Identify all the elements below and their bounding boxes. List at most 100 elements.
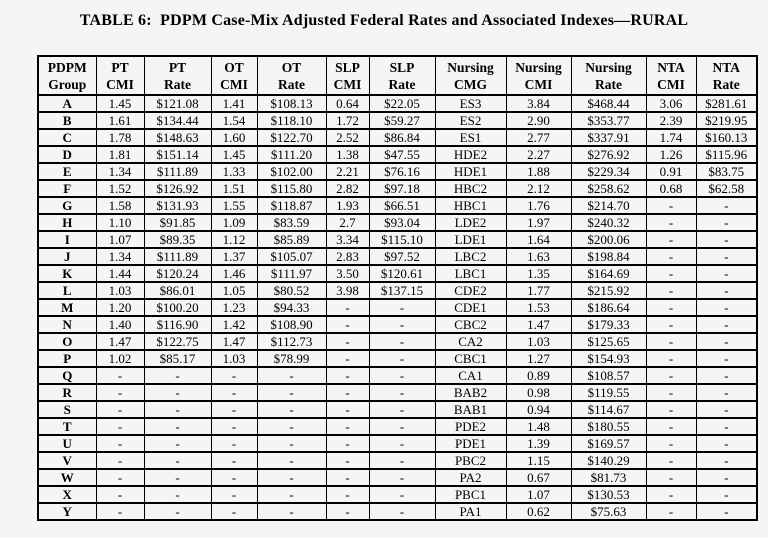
table-cell: $180.55	[570, 417, 647, 436]
table-cell: -	[695, 349, 758, 368]
table-cell: ES2	[434, 111, 507, 130]
table-cell: $85.89	[256, 230, 327, 249]
table-cell: -	[695, 451, 758, 470]
table-cell: $125.65	[570, 332, 647, 351]
table-cell: -	[695, 264, 758, 283]
table-cell: $97.18	[368, 179, 436, 198]
column-header: Nursing CMG	[434, 55, 507, 96]
table-cell: -	[210, 434, 258, 453]
table-cell: $179.33	[570, 315, 647, 334]
table-cell: $258.62	[570, 179, 647, 198]
table-cell: -	[325, 451, 370, 470]
table-cell: 0.64	[325, 94, 370, 113]
pdpm-rates-table: PDPM Group PT CMI PT Rate OT CMI OT Rate SLP CMI SLP…	[37, 55, 758, 521]
table-cell: 1.54	[210, 111, 258, 130]
table-cell: 0.68	[645, 179, 697, 198]
table-cell: ES3	[434, 94, 507, 113]
row-group-label: J	[37, 247, 97, 266]
table-cell: 1.20	[95, 298, 145, 317]
table-cell: -	[645, 264, 697, 283]
table-cell: 1.15	[505, 451, 572, 470]
table-cell: $85.17	[143, 349, 212, 368]
table-cell: $140.29	[570, 451, 647, 470]
table-row: R - - - - - - BAB2 0.98 $119.55- -	[37, 383, 758, 402]
table-cell: -	[368, 468, 436, 487]
table-cell: CBC1	[434, 349, 507, 368]
table-cell: -	[645, 502, 697, 521]
table-cell: $121.08	[143, 94, 212, 113]
table-cell: 1.42	[210, 315, 258, 334]
table-cell: 1.03	[95, 281, 145, 300]
table-cell: -	[368, 400, 436, 419]
table-cell: $108.13	[256, 94, 327, 113]
row-group-label: C	[37, 128, 97, 147]
table-cell: $111.97	[256, 264, 327, 283]
table-cell: -	[368, 332, 436, 351]
table-cell: $91.85	[143, 213, 212, 232]
table-cell: 1.33	[210, 162, 258, 181]
table-cell: 2.82	[325, 179, 370, 198]
table-cell: -	[210, 468, 258, 487]
row-group-label: H	[37, 213, 97, 232]
table-cell: -	[325, 434, 370, 453]
table-row: U - - - - - - PDE1 1.39 $169.57- -	[37, 434, 758, 453]
table-row: E 1.34 $111.89 1.33 $102.00 2.21 $76.16 HDE1 1.8…	[37, 162, 758, 181]
table-cell: 0.98	[505, 383, 572, 402]
table-cell: -	[645, 451, 697, 470]
row-group-label: W	[37, 468, 97, 487]
header-row: PDPM Group PT CMI PT Rate OT CMI OT Rate SLP CMI SLP…	[37, 55, 758, 96]
table-cell: -	[695, 196, 758, 215]
table-cell: $76.16	[368, 162, 436, 181]
table-cell: 1.39	[505, 434, 572, 453]
table-cell: -	[143, 434, 212, 453]
table-cell: -	[256, 434, 327, 453]
table-row: M 1.20 $100.20 1.23 $94.33- - CDE1 1.53 $186.64-…	[37, 298, 758, 317]
table-cell: -	[95, 434, 145, 453]
table-cell: CDE1	[434, 298, 507, 317]
table-cell: 1.60	[210, 128, 258, 147]
table-cell: 1.12	[210, 230, 258, 249]
table-cell: 1.88	[505, 162, 572, 181]
table-cell: 1.02	[95, 349, 145, 368]
table-row: Q - - - - - - CA1 0.89 $108.57- -	[37, 366, 758, 385]
table-cell: -	[645, 332, 697, 351]
table-cell: -	[645, 247, 697, 266]
table-cell: $111.20	[256, 145, 327, 164]
column-header: NTA CMI	[645, 55, 697, 96]
row-group-label: S	[37, 400, 97, 419]
table-cell: $86.84	[368, 128, 436, 147]
table-cell: 1.40	[95, 315, 145, 334]
table-cell: -	[143, 417, 212, 436]
table-cell: 1.47	[505, 315, 572, 334]
table-cell: $122.70	[256, 128, 327, 147]
table-cell: CBC2	[434, 315, 507, 334]
table-cell: $276.92	[570, 145, 647, 164]
table-cell: 2.52	[325, 128, 370, 147]
row-group-label: A	[37, 94, 97, 113]
table-cell: -	[95, 383, 145, 402]
table-cell: -	[645, 213, 697, 232]
table-cell: -	[368, 434, 436, 453]
table-cell: HBC2	[434, 179, 507, 198]
table-cell: -	[695, 247, 758, 266]
table-cell: $86.01	[143, 281, 212, 300]
table-cell: $186.64	[570, 298, 647, 317]
column-header: PT Rate	[143, 55, 212, 96]
table-row: X - - - - - - PBC1 1.07 $130.53- -	[37, 485, 758, 504]
table-cell: ES1	[434, 128, 507, 147]
table-cell: $89.35	[143, 230, 212, 249]
table-cell: $111.89	[143, 247, 212, 266]
table-cell: -	[695, 468, 758, 487]
table-row: H 1.10 $91.85 1.09 $83.59 2.7 $93.04 LDE2 1.97 $2…	[37, 213, 758, 232]
table-cell: $116.90	[143, 315, 212, 334]
table-cell: 1.52	[95, 179, 145, 198]
table-cell: 1.81	[95, 145, 145, 164]
table-cell: $115.96	[695, 145, 758, 164]
table-cell: 1.26	[645, 145, 697, 164]
table-cell: CA1	[434, 366, 507, 385]
table-cell: 1.38	[325, 145, 370, 164]
table-cell: 3.06	[645, 94, 697, 113]
table-cell: $118.10	[256, 111, 327, 130]
table-cell: -	[645, 417, 697, 436]
table-row: G 1.58 $131.93 1.55 $118.87 1.93 $66.51 HBC1 1.7…	[37, 196, 758, 215]
